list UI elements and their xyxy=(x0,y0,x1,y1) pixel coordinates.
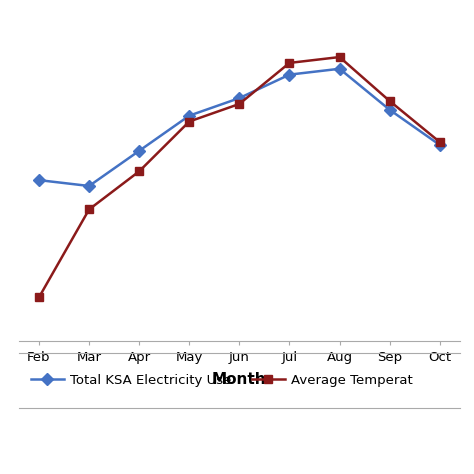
Legend: Total KSA Electricity Use, Average Temperat: Total KSA Electricity Use, Average Tempe… xyxy=(26,369,418,392)
X-axis label: Month: Month xyxy=(212,373,267,387)
